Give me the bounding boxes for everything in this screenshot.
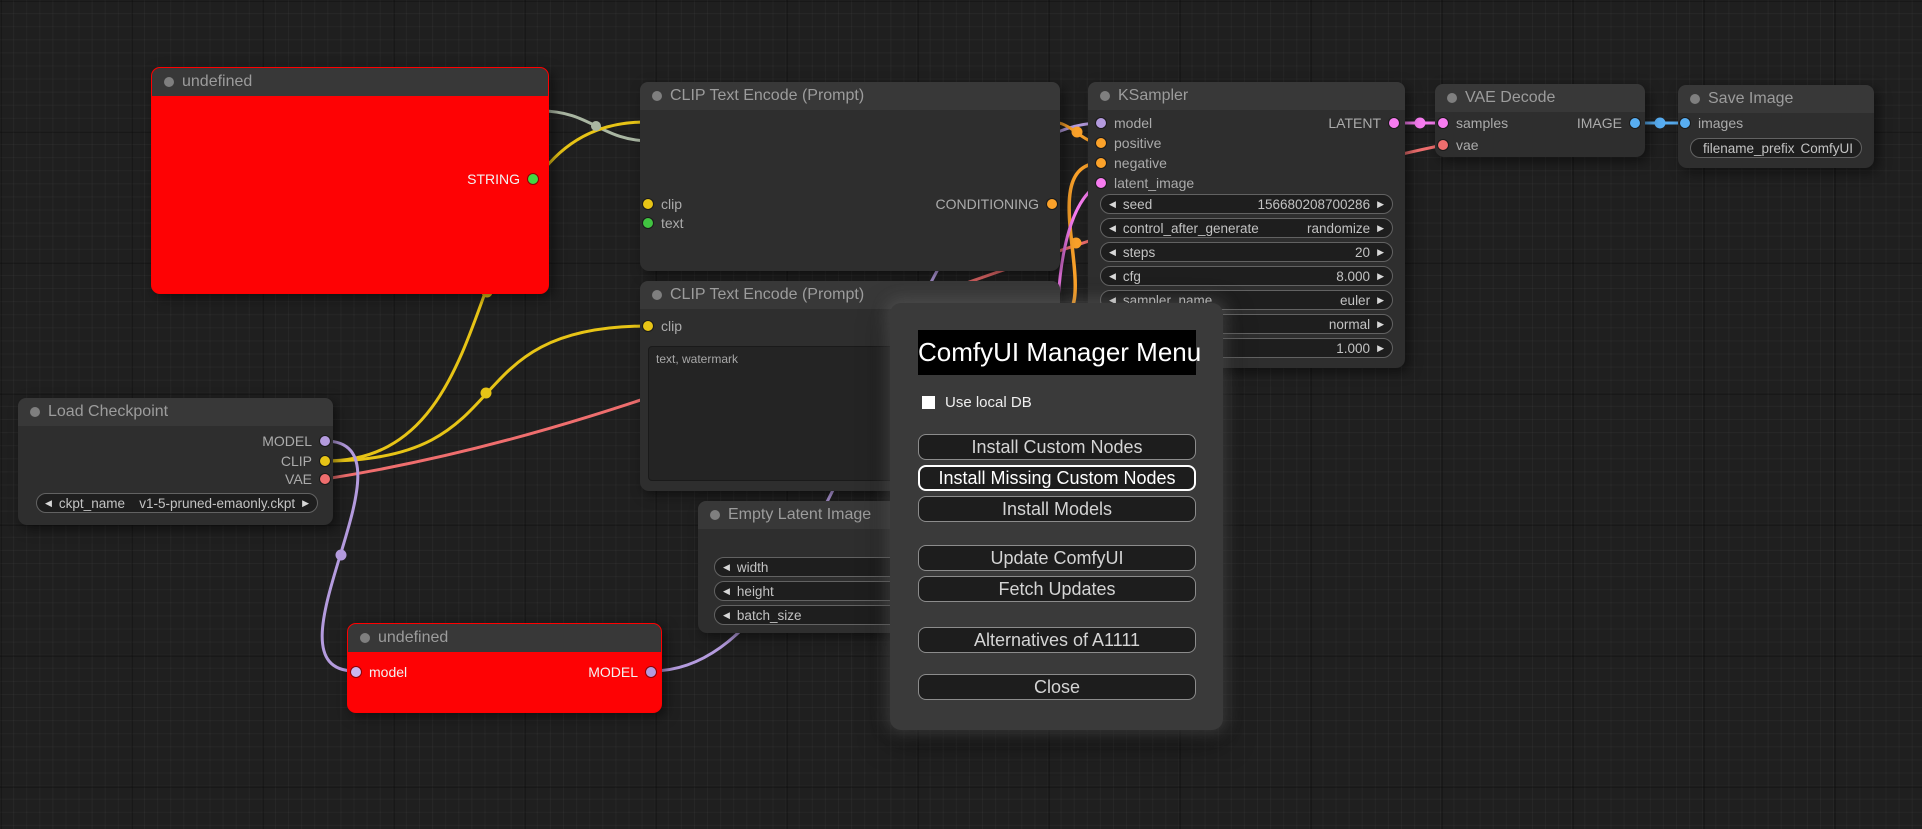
decrement-arrow-icon[interactable]: ◀ [1109, 223, 1116, 233]
increment-arrow-icon[interactable]: ▶ [1377, 199, 1384, 209]
use-local-db-checkbox-row[interactable]: Use local DB [922, 393, 1032, 411]
output-slot-conditioning[interactable]: CONDITIONING [897, 196, 1057, 212]
string-output-dot[interactable] [528, 174, 538, 184]
widget-steps[interactable]: ◀ steps 20 ▶ [1100, 242, 1393, 262]
node-title: undefined [182, 73, 253, 90]
node-title: CLIP Text Encode (Prompt) [670, 87, 865, 104]
close-button[interactable]: Close [918, 674, 1196, 700]
node-title-bar[interactable]: Save Image [1678, 85, 1874, 113]
node-title: VAE Decode [1465, 89, 1556, 106]
node-status-dot-icon [360, 633, 370, 643]
widget-control-after-generate[interactable]: ◀ control_after_generate randomize ▶ [1100, 218, 1393, 238]
output-slot-model[interactable]: MODEL [546, 664, 656, 680]
wire-clip-to-bottom [324, 324, 649, 463]
input-slot-clip[interactable]: clip [643, 318, 763, 334]
node-status-dot-icon [30, 407, 40, 417]
node-save-image: Save Image images filename_prefix ComfyU… [1678, 85, 1874, 168]
output-slot-model[interactable]: MODEL [220, 433, 330, 449]
input-slot-negative[interactable]: negative [1096, 155, 1226, 171]
node-clip-text-encode-top: CLIP Text Encode (Prompt) clip text COND… [640, 82, 1060, 271]
output-slot-string[interactable]: STRING [418, 171, 538, 187]
node-title-bar[interactable]: VAE Decode [1435, 84, 1645, 112]
input-slot-images[interactable]: images [1680, 115, 1780, 131]
output-slot-clip[interactable]: CLIP [220, 453, 330, 469]
wire-dot [1414, 117, 1426, 129]
node-status-dot-icon [164, 77, 174, 87]
decrement-arrow-icon[interactable]: ◀ [723, 610, 730, 620]
input-slot-samples[interactable]: samples [1438, 115, 1538, 131]
input-slot-positive[interactable]: positive [1096, 135, 1226, 151]
node-status-dot-icon [710, 510, 720, 520]
install-missing-custom-nodes-button[interactable]: Install Missing Custom Nodes [918, 465, 1196, 491]
wire-dot [591, 121, 601, 131]
decrement-arrow-icon[interactable]: ◀ [45, 498, 52, 508]
input-slot-vae[interactable]: vae [1438, 137, 1538, 153]
wire-dot [335, 549, 347, 561]
update-comfyui-button[interactable]: Update ComfyUI [918, 545, 1196, 571]
input-slot-model[interactable]: model [1096, 115, 1226, 131]
increment-arrow-icon[interactable]: ▶ [302, 498, 309, 508]
fetch-updates-button[interactable]: Fetch Updates [918, 576, 1196, 602]
increment-arrow-icon[interactable]: ▶ [1377, 343, 1384, 353]
widget-seed[interactable]: ◀ seed 156680208700286 ▶ [1100, 194, 1393, 214]
node-title-bar[interactable]: undefined [152, 68, 548, 96]
wire-dot [1070, 237, 1082, 249]
input-slot-clip[interactable]: clip [643, 196, 763, 212]
node-title-bar[interactable]: KSampler [1088, 82, 1405, 110]
node-load-checkpoint: Load Checkpoint MODEL CLIP VAE ◀ ckpt_na… [18, 398, 333, 525]
decrement-arrow-icon[interactable]: ◀ [723, 586, 730, 596]
wire-dot [1071, 126, 1083, 138]
node-title: Empty Latent Image [728, 506, 872, 523]
node-title: undefined [378, 629, 449, 646]
node-vae-decode: VAE Decode samples vae IMAGE [1435, 84, 1645, 157]
widget-cfg[interactable]: ◀ cfg 8.000 ▶ [1100, 266, 1393, 286]
node-status-dot-icon [1100, 91, 1110, 101]
dialog-title: ComfyUI Manager Menu [918, 330, 1201, 375]
node-status-dot-icon [652, 290, 662, 300]
node-status-dot-icon [1690, 94, 1700, 104]
comfyui-manager-dialog: ComfyUI Manager Menu Use local DB Instal… [890, 303, 1223, 730]
decrement-arrow-icon[interactable]: ◀ [1109, 199, 1116, 209]
checkbox-icon[interactable] [922, 395, 935, 409]
node-title: CLIP Text Encode (Prompt) [670, 286, 865, 303]
node-title: Load Checkpoint [48, 403, 169, 420]
input-slot-latent-image[interactable]: latent_image [1096, 175, 1226, 191]
install-custom-nodes-button[interactable]: Install Custom Nodes [918, 434, 1196, 460]
increment-arrow-icon[interactable]: ▶ [1377, 319, 1384, 329]
node-title: KSampler [1118, 87, 1189, 104]
node-status-dot-icon [1447, 93, 1457, 103]
alternatives-of-a1111-button[interactable]: Alternatives of A1111 [918, 627, 1196, 653]
decrement-arrow-icon[interactable]: ◀ [1109, 247, 1116, 257]
node-undefined-bottom: undefined model MODEL [347, 623, 662, 713]
output-slot-vae[interactable]: VAE [220, 471, 330, 487]
node-title: Save Image [1708, 90, 1794, 107]
output-slot-latent[interactable]: LATENT [1289, 115, 1399, 131]
output-slot-image[interactable]: IMAGE [1550, 115, 1640, 131]
wire-dot [1654, 117, 1666, 129]
wire-string-to-text [540, 109, 652, 143]
checkbox-label: Use local DB [945, 393, 1032, 411]
widget-filename-prefix[interactable]: filename_prefix ComfyUI [1690, 138, 1862, 158]
decrement-arrow-icon[interactable]: ◀ [723, 562, 730, 572]
node-undefined-top: undefined STRING [151, 67, 549, 294]
node-title-bar[interactable]: CLIP Text Encode (Prompt) [640, 82, 1060, 110]
widget-ckpt-name[interactable]: ◀ ckpt_name v1-5-pruned-emaonly.ckpt ▶ [36, 493, 318, 513]
wire-dot [480, 387, 492, 399]
input-slot-model[interactable]: model [351, 664, 461, 680]
node-title-bar[interactable]: undefined [348, 624, 661, 652]
install-models-button[interactable]: Install Models [918, 496, 1196, 522]
increment-arrow-icon[interactable]: ▶ [1377, 247, 1384, 257]
increment-arrow-icon[interactable]: ▶ [1377, 271, 1384, 281]
input-slot-text[interactable]: text [643, 215, 763, 231]
decrement-arrow-icon[interactable]: ◀ [1109, 271, 1116, 281]
increment-arrow-icon[interactable]: ▶ [1377, 223, 1384, 233]
node-status-dot-icon [652, 91, 662, 101]
increment-arrow-icon[interactable]: ▶ [1377, 295, 1384, 305]
node-title-bar[interactable]: Load Checkpoint [18, 398, 333, 426]
